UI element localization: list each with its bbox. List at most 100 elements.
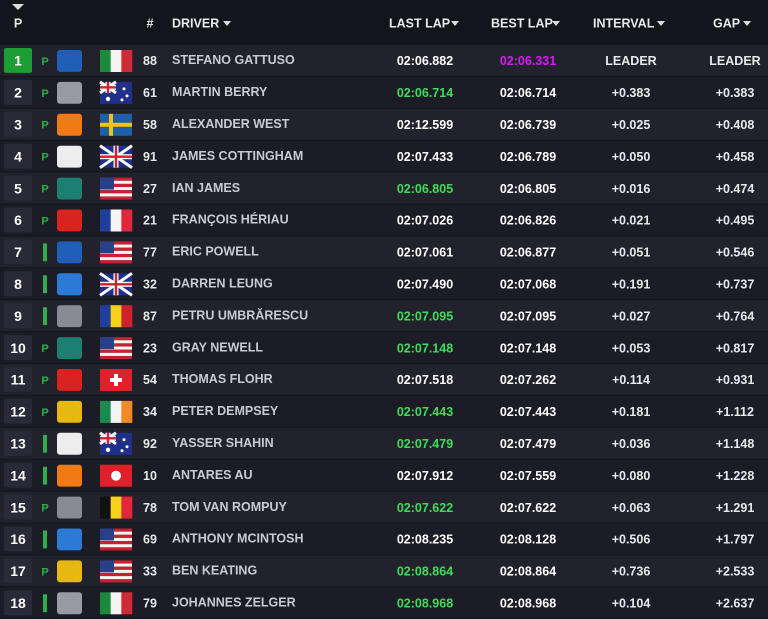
- interval: +0.051: [612, 246, 651, 260]
- flag-part: [100, 346, 132, 350]
- flag-part: [125, 94, 129, 98]
- last-lap: 02:06.805: [397, 182, 453, 196]
- position-box: [4, 271, 32, 297]
- flag-part: [100, 337, 132, 341]
- position: 1: [14, 53, 22, 69]
- driver-name: IAN JAMES: [172, 181, 240, 195]
- gap: +0.458: [716, 150, 755, 164]
- driver-name: ERIC POWELL: [172, 245, 259, 259]
- car-number: 54: [143, 373, 157, 387]
- position-box: [4, 558, 32, 584]
- status-bar: [43, 466, 47, 485]
- row: 7 77 ERIC POWELL 02:07.061 02:06.877 +0.051 +0…: [0, 236, 768, 268]
- row: 4 P 91 JAMES COTTINGHAM 02:07.433 02:06.789 +0…: [0, 140, 768, 172]
- gap: +0.817: [716, 341, 755, 355]
- flag-part: [110, 400, 122, 423]
- interval: +0.114: [612, 373, 650, 387]
- row: 8 32 DARREN LEUNG 02:07.490 02:07.068 +0.191 +…: [0, 268, 768, 300]
- status-bar: [43, 275, 47, 294]
- car-number: 92: [143, 437, 157, 451]
- pit-status: P: [41, 152, 48, 164]
- car-number: 27: [143, 182, 157, 196]
- flag-part: [100, 257, 132, 261]
- last-lap: 02:06.714: [397, 86, 453, 100]
- manufacturer-logo: [57, 400, 82, 423]
- position: 9: [14, 308, 22, 324]
- last-lap: 02:07.443: [397, 405, 453, 419]
- flag-part: [100, 569, 132, 573]
- header-position[interactable]: P: [14, 16, 22, 30]
- flag-part: [100, 560, 132, 564]
- driver-name: GRAY NEWELL: [172, 340, 263, 354]
- gap: +1.112: [716, 405, 754, 419]
- position-box: [4, 79, 32, 105]
- position-box: [4, 111, 32, 137]
- flag-part: [100, 122, 132, 127]
- best-lap: 02:06.331: [500, 54, 556, 68]
- best-lap: 02:07.095: [500, 309, 556, 323]
- driver-name: BEN KEATING: [172, 564, 257, 578]
- interval: +0.104: [612, 597, 651, 611]
- flag-part: [100, 283, 132, 286]
- driver-name: ANTHONY MCINTOSH: [172, 532, 304, 546]
- row: 16 69 ANTHONY MCINTOSH 02:08.235 02:08.128 +0…: [0, 523, 768, 555]
- best-lap: 02:07.622: [500, 501, 556, 515]
- gap: +0.474: [716, 182, 755, 196]
- flag-part: [100, 86, 116, 89]
- gap: +0.546: [716, 246, 755, 260]
- best-lap: 02:07.262: [500, 373, 556, 387]
- manufacturer-logo: [57, 145, 82, 168]
- manufacturer-logo: [57, 81, 82, 104]
- gap: +0.931: [716, 373, 755, 387]
- flag-part: [100, 355, 132, 360]
- header-number[interactable]: #: [147, 16, 154, 30]
- flag-part: [100, 177, 114, 190]
- row: 2 P 61 MARTIN BERRY 02:06.714 02:06.714 +0.383…: [0, 76, 768, 108]
- flag-part: [100, 247, 132, 251]
- header-interval[interactable]: INTERVAL: [593, 16, 655, 30]
- flag-part: [121, 209, 133, 232]
- pit-status: P: [41, 183, 48, 195]
- interval: LEADER: [605, 54, 656, 68]
- interval: +0.383: [612, 86, 651, 100]
- header-best-lap[interactable]: BEST LAP: [491, 16, 553, 30]
- row: 13 92 YASSER SHAHIN 02:07.479 02:07.479 +0.03…: [0, 427, 768, 459]
- position-box: [4, 398, 32, 424]
- position: 12: [10, 404, 26, 420]
- flag-part: [125, 445, 129, 449]
- flag-part: [121, 50, 133, 72]
- pit-status: P: [41, 215, 48, 227]
- interval: +0.181: [612, 405, 651, 419]
- flag-part: [100, 563, 132, 567]
- car-number: 77: [143, 246, 157, 260]
- gap: +0.764: [716, 309, 755, 323]
- driver-name: TOM VAN ROMPUY: [172, 500, 287, 514]
- driver-name: MARTIN BERRY: [172, 85, 268, 99]
- best-lap: 02:06.826: [500, 214, 556, 228]
- best-lap: 02:06.739: [500, 118, 556, 132]
- interval: +0.080: [612, 469, 651, 483]
- interval: +0.736: [612, 565, 651, 579]
- flag-part: [100, 528, 114, 541]
- flag-part: [100, 496, 111, 519]
- flag-part: [100, 241, 132, 245]
- flag-part: [100, 576, 132, 580]
- collapse-arrow[interactable]: [12, 4, 24, 10]
- best-lap: 02:08.128: [500, 533, 556, 547]
- gap: +2.637: [716, 597, 755, 611]
- best-lap: 02:06.714: [500, 86, 556, 100]
- interval: +0.506: [612, 533, 651, 547]
- flag-part: [122, 87, 126, 91]
- manufacturer-logo: [57, 50, 82, 72]
- header-driver[interactable]: DRIVER: [172, 16, 219, 30]
- last-lap: 02:07.518: [397, 373, 453, 387]
- last-lap: 02:07.479: [397, 437, 453, 451]
- position-box: [4, 590, 32, 616]
- last-lap: 02:07.061: [397, 246, 453, 260]
- row: 14 10 ANTARES AU 02:07.912 02:07.559 +0.080 +1…: [0, 459, 768, 491]
- car-number: 61: [143, 86, 157, 100]
- header-last-lap[interactable]: LAST LAP: [389, 16, 450, 30]
- flag-part: [100, 531, 132, 535]
- flag-part: [110, 305, 122, 328]
- header-gap[interactable]: GAP: [713, 16, 740, 30]
